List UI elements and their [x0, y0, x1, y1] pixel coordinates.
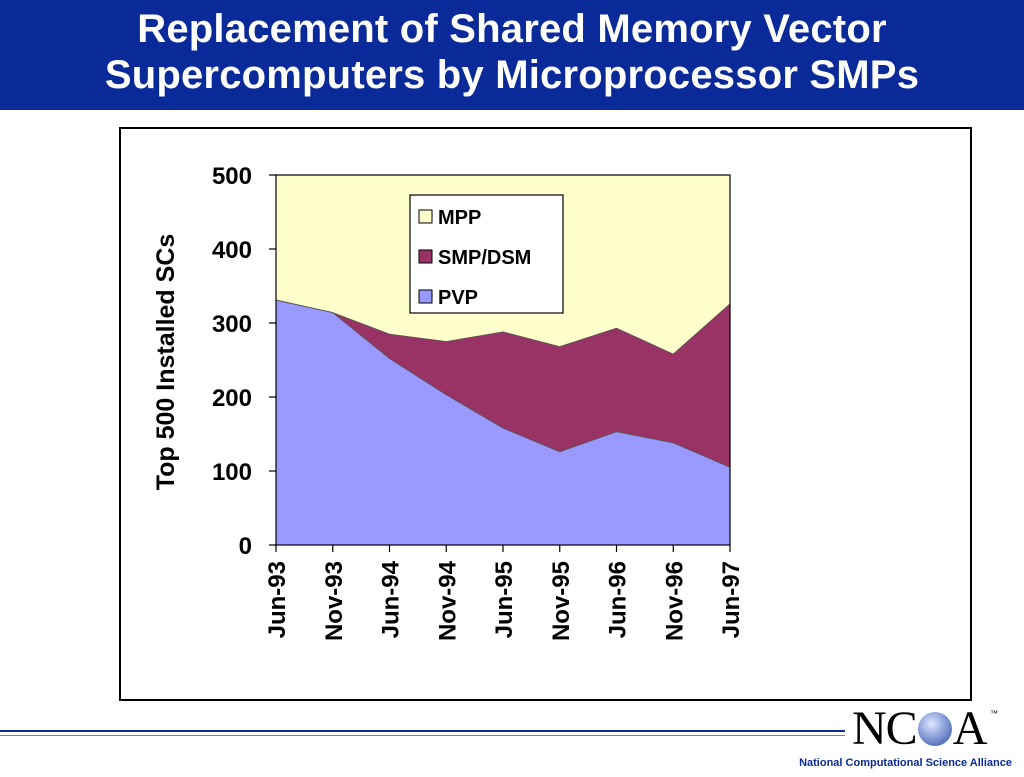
- y-axis-label: Top 500 Installed SCs: [152, 234, 180, 491]
- x-tick-label: Nov-93: [321, 561, 348, 641]
- x-tick-label: Jun-97: [718, 561, 745, 638]
- footer-rule: [0, 730, 845, 732]
- slide-title-line-1: Replacement of Shared Memory Vector: [137, 7, 887, 51]
- x-tick-label: Jun-96: [605, 561, 632, 638]
- area-pvp: [276, 300, 730, 545]
- boundary-pvp: [275, 299, 731, 468]
- area-smp-dsm: [276, 300, 730, 468]
- legend-label-mpp: MPP: [438, 207, 481, 229]
- x-tick-label: Nov-95: [548, 561, 575, 641]
- y-tick-label: 300: [212, 311, 252, 338]
- title-bar: Replacement of Shared Memory Vector Supe…: [0, 0, 1024, 110]
- x-tick-label: Jun-94: [378, 560, 405, 638]
- area-chart: 0 100 200 300 400 500 Jun-93 Nov-93 Jun-94 Nov-94…: [152, 163, 745, 641]
- logo-text-left: NC: [852, 702, 918, 755]
- legend-label-pvp: PVP: [438, 287, 478, 309]
- y-tick-label: 200: [212, 385, 252, 412]
- legend-label-smp-dsm: SMP/DSM: [438, 247, 531, 269]
- x-tick-label: Jun-95: [491, 561, 518, 638]
- ncsa-logo: NC A: [852, 702, 988, 755]
- chart-frame: 0 100 200 300 400 500 Jun-93 Nov-93 Jun-94 Nov-94…: [119, 127, 972, 701]
- footer-org-name: National Computational Science Alliance: [799, 757, 1012, 769]
- y-tick-label: 0: [239, 533, 252, 560]
- globe-icon: [917, 712, 952, 746]
- x-tick-label: Nov-94: [434, 560, 461, 641]
- boundary-smp-dsm: [275, 299, 731, 355]
- legend-swatch-smp-dsm: [418, 249, 433, 264]
- legend-swatch-mpp: [418, 209, 433, 224]
- footer-rule-thin: [0, 735, 845, 736]
- slide-title-line-2: Supercomputers by Microprocessor SMPs: [104, 53, 920, 97]
- trademark-mark: ™: [990, 709, 998, 718]
- x-tick-label: Nov-96: [661, 561, 688, 641]
- logo-text-right: A: [952, 702, 988, 755]
- y-tick-label: 500: [212, 163, 252, 190]
- x-tick-label: Jun-93: [264, 561, 291, 638]
- legend-box: [409, 194, 564, 314]
- legend-swatch-pvp: [418, 289, 433, 304]
- y-tick-label: 100: [212, 459, 252, 486]
- y-tick-label: 400: [212, 237, 252, 264]
